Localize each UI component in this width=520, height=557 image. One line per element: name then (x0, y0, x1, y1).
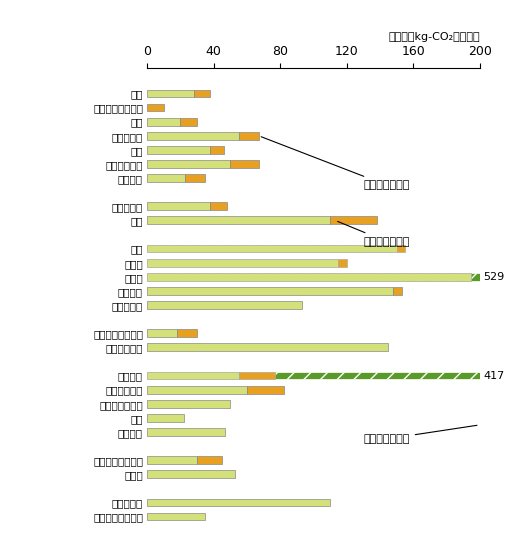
Bar (211, 202, 227, 210)
Bar (147, 499, 330, 506)
Bar (147, 414, 184, 422)
Bar (147, 245, 397, 252)
Bar (147, 344, 388, 351)
Bar (147, 372, 520, 379)
Bar (339, 259, 347, 267)
Bar (147, 301, 302, 309)
Bar (147, 217, 330, 224)
Bar (147, 287, 393, 295)
Bar (147, 400, 230, 408)
Bar (147, 470, 235, 478)
Bar (147, 428, 225, 436)
Bar (147, 273, 520, 281)
Bar (397, 245, 405, 252)
Text: （単位：kg-CO₂／人年）: （単位：kg-CO₂／人年） (388, 32, 480, 42)
Bar (147, 174, 186, 182)
Bar (147, 329, 177, 337)
Bar (147, 245, 393, 252)
Bar (147, 118, 180, 125)
Bar (147, 259, 335, 267)
Text: 流通過程排出量: 流通過程排出量 (261, 136, 410, 190)
Bar (147, 512, 205, 520)
Bar (230, 160, 258, 168)
Bar (147, 202, 211, 210)
Text: 生産過程排出量: 生産過程排出量 (337, 222, 410, 247)
Bar (330, 217, 376, 224)
Text: 417: 417 (483, 370, 504, 380)
Bar (393, 287, 401, 295)
Bar (147, 273, 472, 281)
Bar (147, 160, 230, 168)
Bar (147, 372, 239, 379)
Bar (239, 132, 258, 140)
Bar (147, 146, 211, 154)
Bar (147, 386, 247, 393)
Bar (147, 132, 239, 140)
Bar (147, 259, 339, 267)
Bar (239, 372, 275, 379)
Bar (186, 174, 205, 182)
Text: 消費過程排出量: 消費過程排出量 (363, 426, 477, 444)
Bar (147, 456, 197, 464)
Bar (147, 90, 194, 97)
Bar (180, 118, 197, 125)
Bar (194, 90, 211, 97)
Bar (211, 146, 224, 154)
Bar (147, 104, 164, 111)
Text: 529: 529 (483, 272, 504, 282)
Bar (177, 329, 197, 337)
Bar (197, 456, 222, 464)
Bar (247, 386, 283, 393)
